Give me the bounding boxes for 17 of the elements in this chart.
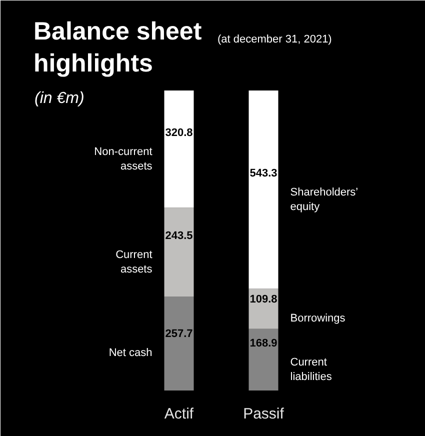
series-label: Borrowings — [290, 312, 346, 324]
data-label: 257.7 — [165, 328, 193, 340]
series-label: Net cash — [108, 346, 152, 359]
x-tick-label: Passif — [243, 406, 285, 422]
data-label: 168.9 — [250, 338, 278, 350]
series-label: Non-current assets — [94, 146, 153, 172]
x-tick-label: Actif — [164, 406, 194, 422]
series-label: Shareholders’ equity — [290, 186, 358, 214]
text: (in €m) — [34, 90, 84, 107]
series-label: Current liabilities — [290, 356, 332, 384]
data-label: 243.5 — [165, 230, 193, 242]
chart-subtitle: (at december 31, 2021) — [218, 34, 332, 46]
data-label: 543.3 — [250, 168, 278, 180]
data-label: 320.8 — [165, 127, 193, 140]
chart-title: Balance sheet highlights — [34, 18, 202, 78]
data-label: 109.8 — [250, 293, 278, 306]
series-label: Current assets — [116, 249, 153, 276]
